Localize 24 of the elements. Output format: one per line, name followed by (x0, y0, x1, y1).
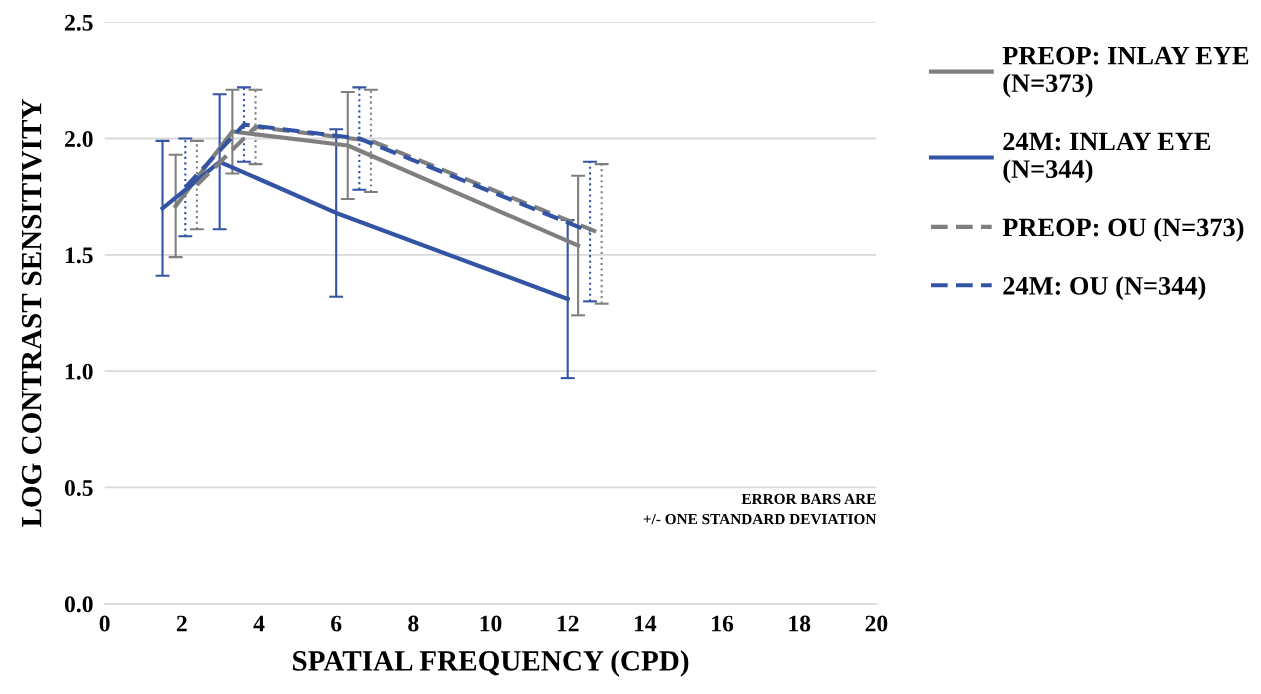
y-tick-label: 2.0 (65, 131, 93, 148)
x-tick-label: 4 (253, 615, 265, 632)
x-tick-label: 14 (634, 615, 657, 632)
x-tick-label: 10 (480, 615, 502, 632)
x-tick-label: 16 (712, 615, 734, 632)
legend-label: 24M: INLAY EYE (N=344) (1003, 132, 1211, 184)
y-tick-label: 1.0 (65, 363, 93, 380)
x-tick-label: 2 (176, 615, 187, 632)
x-tick-label: 8 (408, 615, 419, 632)
x-tick-label: 18 (789, 615, 811, 632)
legend-label: PREOP: OU (N=373) (1002, 217, 1244, 242)
x-tick-label: 20 (865, 615, 888, 632)
legend-label: 24M: OU (N=344) (1003, 276, 1206, 301)
x-tick-label: 0 (99, 615, 110, 632)
x-tick-label: 6 (331, 615, 342, 632)
x-axis-title: SPATIAL FREQUENCY (CPD) (293, 650, 689, 677)
y-tick-label: 0.5 (64, 479, 93, 496)
y-tick-label: 2.5 (65, 14, 93, 31)
y-tick-label: 0.0 (64, 596, 93, 613)
y-axis-title: LOG CONTRAST SENSITIVITY (21, 99, 42, 528)
legend-label: PREOP: INLAY EYE (N=373) (1002, 46, 1249, 98)
y-tick-label: 1.5 (65, 247, 93, 264)
annotation: ERROR BARS ARE +/- ONE STANDARD DEVIATION (643, 493, 877, 525)
x-tick-label: 12 (557, 615, 579, 632)
